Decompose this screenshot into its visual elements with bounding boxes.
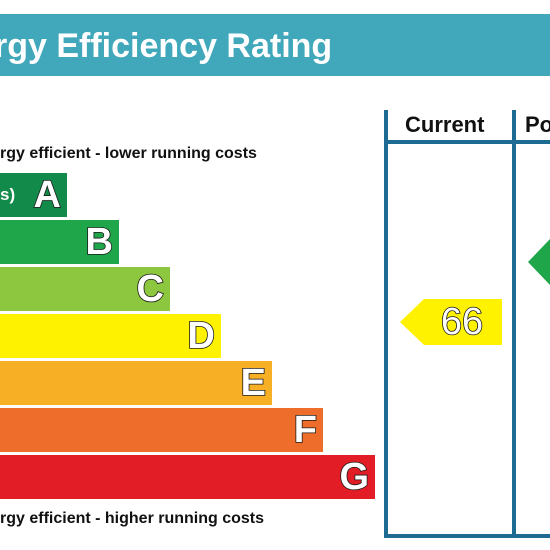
current-column-header: Current (405, 112, 485, 137)
band-g: G (0, 455, 375, 499)
band-f: F (0, 408, 323, 452)
divider-middle (512, 110, 516, 538)
top-caption: rgy efficient - lower running costs (0, 145, 257, 162)
potential-arrow-shape (528, 239, 550, 285)
band-c-letter: C (136, 267, 165, 311)
band-d-letter: D (187, 314, 216, 358)
band-a: s) A (0, 173, 67, 217)
band-g-letter: G (339, 455, 370, 499)
current-arrow-shape (400, 299, 502, 345)
band-c: C (0, 267, 170, 311)
footer-rule (384, 534, 550, 538)
band-e-letter: E (240, 361, 267, 405)
band-b-letter: B (85, 220, 114, 264)
band-d: D (0, 314, 221, 358)
chart-title: rgy Efficiency Rating (0, 27, 333, 65)
band-b: B (0, 220, 119, 264)
band-a-range: s) (0, 185, 16, 204)
divider-left (384, 110, 388, 538)
bottom-caption: rgy efficient - higher running costs (0, 510, 265, 527)
band-e: E (0, 361, 272, 405)
title-bar: rgy Efficiency Rating (0, 14, 550, 76)
potential-column-header: Po (525, 112, 550, 137)
current-rating-arrow: 66 (400, 299, 502, 345)
header-rule (384, 140, 550, 144)
potential-rating-arrow (528, 239, 550, 285)
current-rating-value: 66 (440, 300, 484, 344)
band-a-letter: A (33, 173, 62, 217)
band-f-letter: F (293, 408, 318, 452)
